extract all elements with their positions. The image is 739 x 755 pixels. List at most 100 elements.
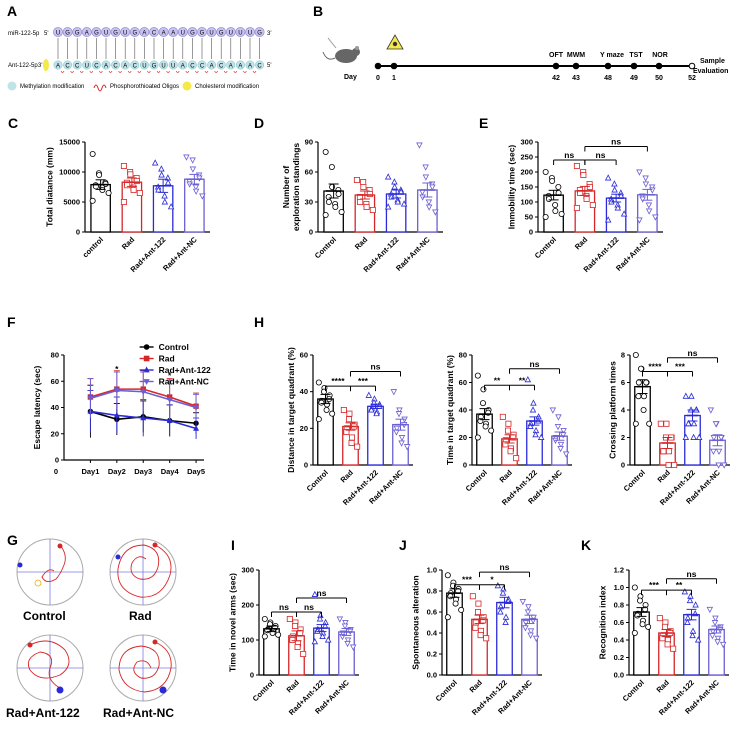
panel-letter-f: F [7, 314, 16, 330]
ant-bead [120, 60, 130, 70]
data-point [398, 435, 406, 442]
mirna-base: G [75, 31, 80, 37]
x-tick-label: Control [313, 235, 338, 260]
data-point [643, 379, 650, 386]
ant-bead [159, 60, 169, 70]
mirna-bead [139, 27, 150, 37]
x-tick-label: control [81, 235, 105, 259]
data-point [167, 203, 175, 210]
data-point [620, 210, 628, 217]
data-point [365, 391, 373, 398]
data-point [161, 198, 169, 205]
maze-label-ant122: Rad+Ant-122 [6, 706, 80, 720]
data-point [586, 183, 593, 190]
sig-label: ns [611, 137, 621, 147]
data-point [692, 601, 699, 608]
mirna-base: U [123, 31, 127, 37]
phospho-link [185, 70, 190, 73]
x-tick-label: Control [434, 678, 459, 703]
ant-bead [187, 60, 197, 70]
data-point [690, 420, 698, 427]
data-point [393, 425, 401, 433]
mirna-bead [129, 27, 140, 37]
data-point [555, 183, 562, 190]
data-point [398, 440, 405, 447]
data-point [444, 614, 451, 621]
ant-base: C [257, 64, 262, 70]
mirna-bead [101, 27, 111, 37]
mirna-bead [53, 27, 63, 37]
legend-cholesterol: Cholesterol modification [195, 84, 259, 90]
data-point [681, 588, 689, 595]
timeline-day-label: 52 [688, 75, 696, 82]
data-point [325, 198, 332, 205]
data-point [338, 208, 345, 215]
sig-label: ns [564, 150, 574, 160]
ant-bead [149, 60, 159, 70]
ant-bead [111, 60, 121, 70]
data-point [712, 615, 719, 622]
mirna-bead [245, 27, 255, 37]
data-point [373, 409, 380, 417]
y-tick-label: 0.0 [614, 671, 624, 680]
data-point [346, 410, 353, 417]
data-point [89, 150, 96, 157]
ant-base: C [94, 64, 99, 70]
mirna-bead [187, 27, 198, 37]
ant-base: C [200, 64, 205, 70]
data-point [335, 190, 342, 197]
sig-label: * [115, 364, 119, 374]
phospho-link [99, 70, 103, 73]
data-point [474, 372, 481, 379]
data-point [349, 644, 357, 651]
mirna-bead [110, 27, 121, 37]
ant-bead [91, 60, 101, 70]
ant-base: C [113, 64, 118, 70]
chart-F: F 0 20 40 60 80 0 Day1 Day2 Day3 Day4 Day5 Escape la… [7, 314, 211, 476]
data-point [637, 597, 644, 604]
data-point [709, 633, 716, 640]
data-point [189, 157, 196, 164]
data-point [315, 416, 322, 423]
phospho-link [147, 70, 151, 73]
data-point [645, 208, 653, 215]
data-point [366, 190, 373, 197]
y-tick-label: 0 [621, 461, 625, 470]
sig-label: ns [317, 588, 327, 598]
mirna-base: U [248, 31, 252, 37]
series-point [166, 417, 173, 423]
data-point [686, 596, 694, 604]
legend-marker [143, 344, 150, 350]
timeline-tick [630, 62, 638, 70]
data-point [96, 171, 103, 178]
phospho-link [89, 70, 94, 73]
data-point [652, 214, 659, 221]
phospho-link [243, 70, 247, 73]
legend-label: Rad+Ant-NC [159, 377, 209, 387]
data-point [161, 192, 168, 199]
data-point [638, 365, 645, 372]
data-point [89, 197, 96, 204]
data-point [183, 154, 190, 161]
phospho-link [204, 70, 209, 73]
ant-base: C [190, 64, 195, 70]
data-point [300, 651, 307, 658]
data-point [422, 174, 430, 181]
data-point [710, 448, 717, 455]
ant-bead [63, 60, 73, 70]
data-point [477, 632, 484, 639]
maze-control: Control [16, 538, 84, 623]
data-point [635, 379, 642, 386]
x-tick-label: Rad [498, 468, 515, 485]
mirna-base: G [94, 31, 99, 37]
mirna-3prime: 3' [267, 31, 271, 37]
data-point [707, 407, 715, 414]
data-point [444, 572, 451, 579]
y-tick-label: 40 [459, 406, 467, 415]
maze-label-antnc: Rad+Ant-NC [103, 706, 174, 720]
data-point [136, 189, 143, 196]
